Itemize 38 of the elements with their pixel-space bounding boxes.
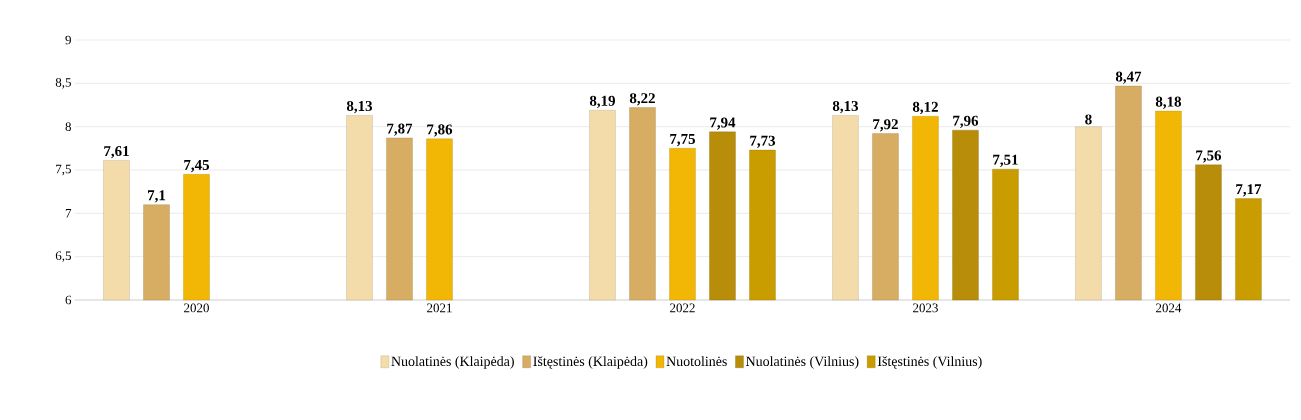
data-label: 7,1: [148, 190, 166, 203]
data-label: 7,75: [670, 134, 695, 147]
data-label: 7,94: [710, 117, 736, 130]
y-tick-label: 6: [65, 295, 72, 305]
data-label: 7,92: [873, 119, 898, 132]
data-label: 8,47: [1115, 71, 1142, 84]
data-label: 8,13: [832, 100, 859, 114]
data-label: 7,96: [953, 115, 979, 128]
data-label: 7,61: [104, 146, 129, 159]
x-tick-label: 2022: [670, 303, 695, 313]
legend-label: Nuotolinės: [666, 356, 727, 367]
x-tick-label: 2020: [184, 303, 209, 313]
y-tick-label: 8,5: [55, 78, 71, 89]
data-label: 8,19: [589, 95, 615, 108]
data-label: 7,51: [993, 154, 1018, 167]
data-label: 7,56: [1196, 150, 1222, 163]
y-tick-label: 8: [65, 122, 71, 132]
x-tick-label: 2024: [1156, 303, 1182, 313]
data-label: 7,45: [184, 159, 210, 173]
data-label: 8,18: [1155, 96, 1182, 109]
legend-label: Nuolatinės (Klaipėda): [391, 356, 514, 369]
data-label: 8,13: [346, 100, 373, 114]
x-tick-label: 2021: [427, 303, 452, 313]
data-label: 7,86: [427, 124, 453, 137]
legend-label: Ištęstinės (Vilnius): [877, 356, 982, 369]
legend-label: Nuolatinės (Vilnius): [746, 356, 859, 369]
data-label: 7,73: [750, 135, 776, 148]
data-label: 7,17: [1236, 184, 1262, 197]
data-label: 8,12: [912, 101, 938, 115]
data-label: 8: [1085, 114, 1092, 125]
legend-label: Ištęstinės (Klaipėda): [533, 356, 648, 369]
y-tick-label: 6,5: [55, 251, 71, 262]
y-tick-label: 7,5: [56, 164, 71, 176]
y-tick-label: 7: [65, 209, 72, 218]
data-label: 7,87: [387, 123, 413, 136]
x-tick-label: 2023: [913, 303, 938, 313]
y-tick-label: 9: [65, 35, 71, 45]
data-label: 8,22: [629, 93, 655, 106]
